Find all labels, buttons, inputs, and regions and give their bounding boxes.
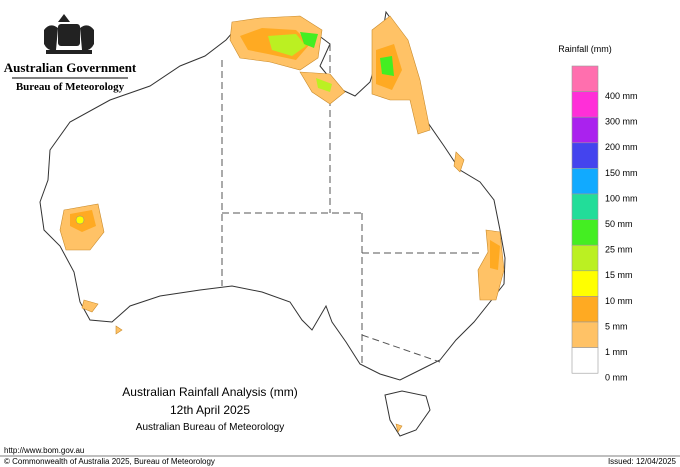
footer-issued: Issued: 12/04/2025 [608,457,677,466]
legend-label: 150 mm [605,168,638,178]
legend-swatch [571,244,599,272]
legend-swatch [571,219,599,246]
tasmania [384,390,431,437]
legend-swatch [571,65,599,92]
legend-label: 100 mm [605,193,638,203]
legend-label: 15 mm [605,270,633,280]
state-border [221,44,482,364]
legend-swatch [571,116,599,144]
legend-label: 25 mm [605,245,633,255]
legend-label: 10 mm [605,296,633,306]
legend-label: 0 mm [605,373,628,383]
legend-label: 1 mm [605,347,628,357]
legend-title: Rainfall (mm) [558,44,612,54]
legend-swatch [571,296,599,323]
legend-swatch [571,91,599,118]
map-title: Australian Rainfall Analysis (mm) [122,385,297,399]
legend-label: 300 mm [605,117,638,127]
legend-label: 200 mm [605,142,638,152]
crest [44,14,94,54]
australia-map [39,10,506,437]
legend-swatch [571,347,599,374]
footer-copyright: © Commonwealth of Australia 2025, Bureau… [4,457,215,466]
rainfall-areas [59,15,505,433]
legend-swatch [571,193,599,220]
legend-swatch [571,142,599,169]
agency-name: Bureau of Meteorology [16,81,125,93]
footer-url: http://www.bom.gov.au [4,446,84,455]
government-name: Australian Government [4,60,137,75]
legend: 400 mm 300 mm 200 mm 150 mm 100 mm 50 mm 25 mm… [571,65,638,383]
map-date: 12th April 2025 [170,403,250,417]
map-source: Australian Bureau of Meteorology [136,422,284,433]
legend-swatch [571,321,599,348]
legend-label: 5 mm [605,321,628,331]
legend-label: 400 mm [605,91,638,101]
legend-swatch [571,270,599,297]
legend-swatch [571,168,599,195]
legend-label: 50 mm [605,219,633,229]
